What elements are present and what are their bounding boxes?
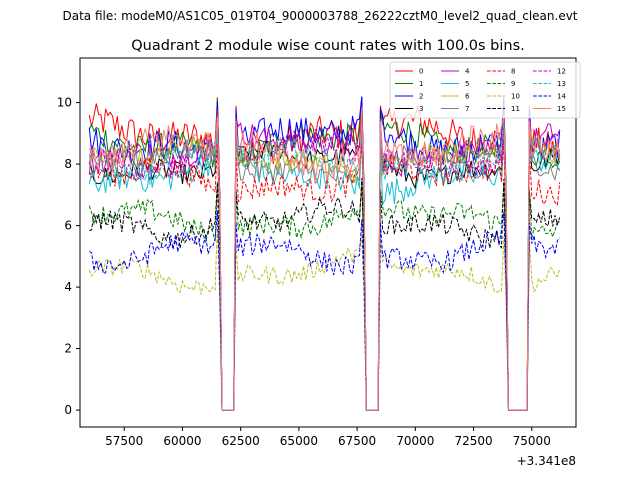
legend-label-5: 5 [465,80,469,88]
x-tick-label: 62500 [222,434,260,448]
series-line-8 [88,139,561,411]
series-layer [88,96,561,411]
legend-box [389,61,581,119]
legend-label-15: 15 [557,105,566,113]
legend-label-7: 7 [465,105,469,113]
legend-label-13: 13 [557,80,566,88]
x-tick-label: 60000 [163,434,201,448]
chart-title: Quadrant 2 module wise count rates with … [131,38,525,54]
data-file-label: Data file: modeM0/AS1C05_019T04_90000037… [62,9,577,23]
series-line-3 [88,118,561,411]
x-tick-label: 70000 [396,434,434,448]
x-tick-label: 67500 [338,434,376,448]
y-tick-label: 0 [64,403,72,417]
series-line-15 [88,107,561,411]
series-line-14 [89,211,561,411]
series-line-11 [89,178,561,411]
series-line-13 [88,116,561,411]
series-line-7 [89,119,561,411]
y-tick-label: 6 [64,219,72,233]
x-tick-label: 72500 [454,434,492,448]
legend-label-14: 14 [557,93,566,101]
series-line-10 [88,225,561,411]
y-tick-label: 4 [64,280,72,294]
legend-label-12: 12 [557,68,566,76]
y-tick-label: 8 [64,157,72,171]
series-line-5 [88,131,561,411]
series-line-1 [88,98,561,411]
legend-label-11: 11 [511,105,520,113]
x-tick-label: 57500 [105,434,143,448]
legend-label-1: 1 [419,80,423,88]
x-axis-offset-label: +3.341e8 [517,454,576,468]
legend-label-0: 0 [419,68,423,76]
legend-label-8: 8 [511,68,515,76]
x-tick-label: 65000 [280,434,318,448]
y-tick-label: 10 [57,96,72,110]
legend-label-4: 4 [465,68,470,76]
legend-label-3: 3 [419,105,423,113]
x-tick-label: 75000 [513,434,551,448]
series-line-9 [88,181,560,411]
legend-label-2: 2 [419,93,423,101]
legend-label-9: 9 [511,80,515,88]
x-axis: 57500 60000 62500 65000 67500 70000 72500 75000 [105,427,551,448]
y-axis: 0 2 4 6 8 10 [57,96,80,417]
axes-frame [79,57,577,428]
legend-label-10: 10 [511,93,520,101]
legend-label-6: 6 [465,93,470,101]
y-tick-label: 2 [64,342,72,356]
